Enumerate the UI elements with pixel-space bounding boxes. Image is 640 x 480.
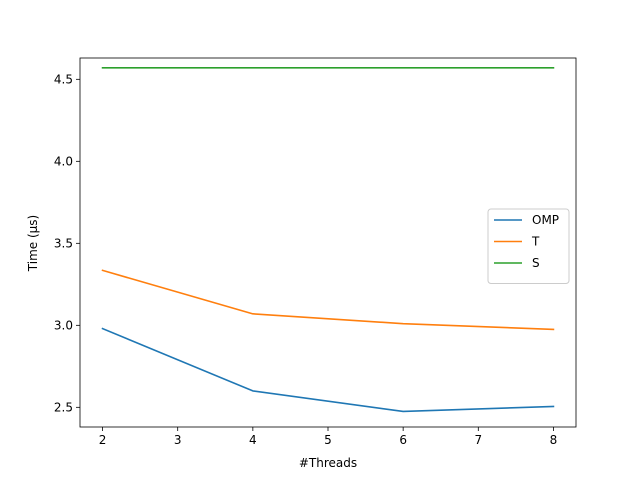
- legend-label-s: S: [532, 256, 540, 270]
- axes-layer: 2 3 4 5 6 7 8 2.5 3.0 3.5 4.0 4.5: [54, 57, 577, 447]
- legend-box: [487, 208, 570, 284]
- x-axis-label: #Threads: [299, 456, 357, 470]
- x-tick-label: 5: [324, 433, 332, 447]
- x-tick-label: 4: [249, 433, 257, 447]
- y-tick-label: 4.0: [54, 154, 73, 168]
- x-tick-label: 3: [174, 433, 182, 447]
- y-tick-label: 3.5: [54, 236, 73, 250]
- y-tick-label: 3.0: [54, 318, 73, 332]
- y-axis-label: Time (μs): [26, 215, 40, 272]
- series-layer: [101, 67, 555, 413]
- x-tick-label: 8: [550, 433, 558, 447]
- y-tick-label: 2.5: [54, 400, 73, 414]
- x-tick-label: 2: [99, 433, 107, 447]
- y-tick-label: 4.5: [54, 72, 73, 86]
- legend-label-omp: OMP: [532, 213, 559, 227]
- x-tick-label: 7: [474, 433, 482, 447]
- legend: OMP TS: [487, 208, 570, 284]
- legend-label-t: T: [531, 235, 540, 249]
- series-line-omp: [101, 327, 555, 413]
- x-tick-label: 6: [399, 433, 407, 447]
- series-line-t: [101, 269, 555, 331]
